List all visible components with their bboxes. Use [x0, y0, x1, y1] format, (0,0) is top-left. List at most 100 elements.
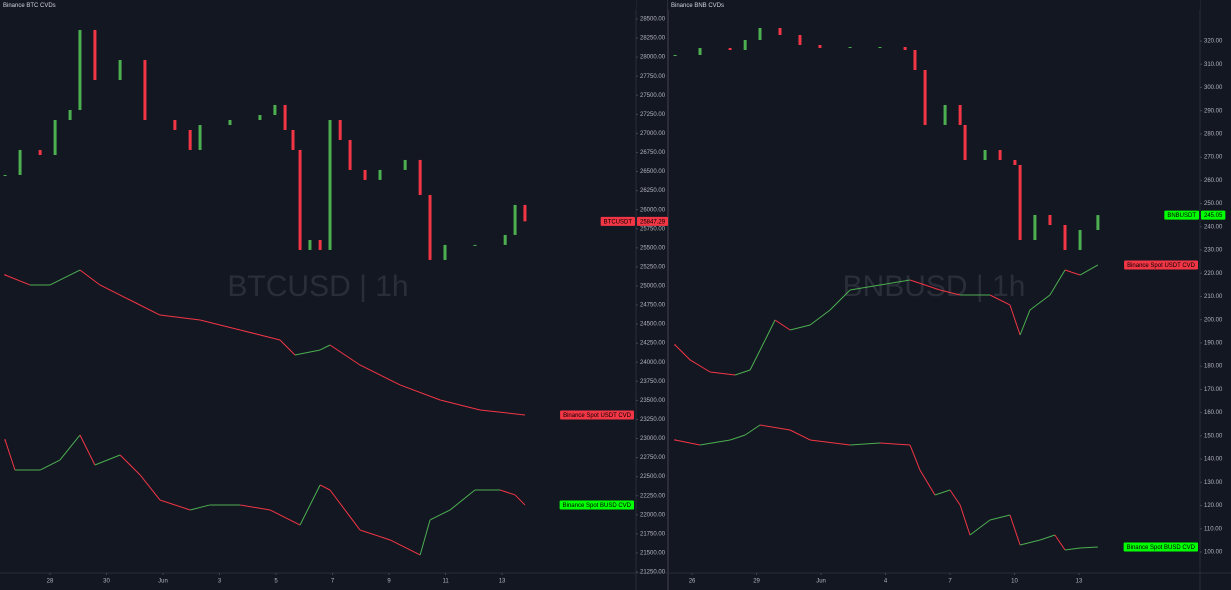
line-segment — [359, 529, 391, 541]
candle — [118, 60, 122, 81]
line-segment — [674, 344, 691, 361]
y-tick-label: 22500.00 — [640, 474, 666, 480]
candle — [318, 239, 322, 250]
chart-title: Binance BTC CVDs — [3, 3, 56, 9]
line-segment — [1019, 309, 1031, 336]
y-tick-label: 28250.00 — [640, 36, 666, 42]
y-tick-label: 270.00 — [1204, 155, 1223, 161]
line-segment — [94, 454, 121, 466]
candle — [228, 119, 232, 126]
candle — [523, 204, 527, 222]
line-segment — [159, 314, 201, 321]
line-segment — [710, 371, 736, 376]
line-segment — [99, 284, 131, 301]
line-segment — [344, 509, 361, 531]
y-tick-label: 25250.00 — [640, 264, 666, 270]
y-tick-label: 28500.00 — [640, 17, 666, 23]
candle — [3, 174, 7, 176]
line-segment — [909, 279, 941, 291]
y-tick-label: 190.00 — [1204, 341, 1223, 347]
candle — [758, 27, 762, 40]
y-tick-label: 310.00 — [1204, 62, 1223, 68]
line-segment — [850, 442, 880, 446]
candle — [958, 104, 962, 125]
x-tick-label: 26 — [689, 579, 696, 585]
y-tick-label: 100.00 — [1204, 550, 1223, 556]
candle — [273, 104, 277, 116]
candle — [143, 60, 147, 120]
line-segment — [329, 489, 346, 511]
y-tick-label: 26750.00 — [640, 150, 666, 156]
line-segment — [969, 519, 991, 536]
y-tick-label: 26500.00 — [640, 169, 666, 175]
x-tick-label: 29 — [753, 579, 760, 585]
line-segment — [959, 504, 971, 536]
candle — [363, 169, 367, 180]
tag-label: BTCUSDT — [604, 219, 633, 225]
y-tick-label: 320.00 — [1204, 39, 1223, 45]
x-tick-label: 7 — [331, 579, 335, 585]
x-tick-label: Jun — [158, 579, 168, 585]
line-segment — [319, 344, 331, 351]
line-segment — [909, 444, 921, 471]
candle — [38, 149, 42, 155]
x-tick-label: 11 — [442, 579, 449, 585]
title-bar — [668, 0, 1200, 10]
line-segment — [789, 429, 811, 441]
tag-label: Binance Spot USDT CVD — [1127, 263, 1196, 269]
candle — [378, 169, 382, 180]
line-segment — [159, 499, 191, 511]
x-tick-label: 4 — [884, 579, 888, 585]
line-segment — [689, 359, 711, 373]
line-segment — [240, 329, 281, 341]
line-segment — [674, 439, 701, 446]
line-segment — [79, 434, 96, 466]
y-tick-label: 110.00 — [1204, 526, 1223, 532]
line-segment — [1039, 534, 1056, 541]
candle — [1013, 159, 1017, 166]
x-tick-label: 5 — [274, 579, 278, 585]
candle — [673, 55, 677, 57]
candle — [18, 149, 22, 175]
candle — [328, 119, 332, 250]
candle — [998, 149, 1002, 160]
candle — [428, 194, 432, 260]
line-segment — [989, 294, 1011, 306]
candle — [983, 149, 987, 160]
line-segment — [729, 434, 746, 441]
candle — [198, 125, 202, 150]
candle — [943, 104, 947, 125]
line-segment — [829, 289, 851, 311]
line-segment — [319, 484, 331, 491]
y-tick-label: 160.00 — [1204, 410, 1223, 416]
x-tick-label: 3 — [218, 579, 222, 585]
line-segment — [949, 489, 961, 506]
candle — [1048, 214, 1052, 225]
y-tick-label: 24500.00 — [640, 322, 666, 328]
y-tick-label: 130.00 — [1204, 480, 1223, 486]
line-segment — [879, 279, 911, 286]
candle — [78, 29, 82, 110]
plot — [673, 27, 1100, 551]
line-segment — [989, 514, 1011, 521]
y-tick-label: 22750.00 — [640, 455, 666, 461]
candle — [473, 244, 477, 246]
candle — [848, 46, 852, 48]
candle — [93, 29, 97, 81]
y-tick-label: 150.00 — [1204, 433, 1223, 439]
candle — [68, 109, 72, 120]
y-tick-label: 250.00 — [1204, 201, 1223, 207]
line-segment — [129, 299, 161, 316]
candle — [1078, 229, 1082, 250]
candle — [443, 244, 447, 260]
tag-label: BNBUSDT — [1167, 213, 1196, 219]
y-tick-label: 22000.00 — [640, 512, 666, 518]
x-tick-label: 9 — [387, 579, 391, 585]
line-segment — [294, 349, 321, 356]
line-segment — [440, 399, 481, 411]
line-segment — [4, 439, 16, 471]
y-tick-label: 120.00 — [1204, 503, 1223, 509]
y-tick-label: 260.00 — [1204, 178, 1223, 184]
